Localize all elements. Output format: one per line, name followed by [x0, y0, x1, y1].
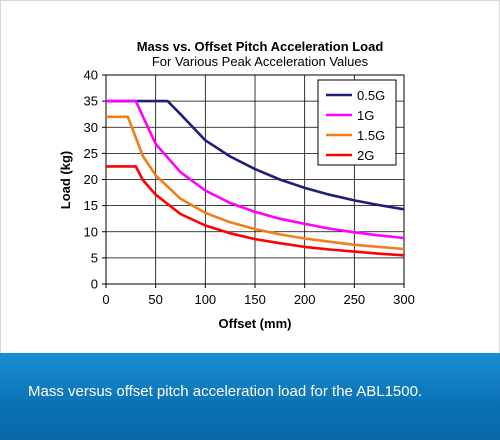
- series-line-1-5g: [106, 115, 405, 251]
- x-tick-label: 200: [294, 292, 316, 307]
- y-tick-label: 30: [84, 120, 98, 135]
- x-tick-label: 100: [194, 292, 216, 307]
- chart-area: Mass vs. Offset Pitch Acceleration Load …: [58, 39, 415, 331]
- legend: 0.5G 1G 1.5G 2G: [317, 79, 397, 166]
- caption-bar: Mass versus offset pitch acceleration lo…: [0, 353, 500, 440]
- legend-label: 0.5G: [357, 88, 385, 103]
- legend-label: 2G: [357, 148, 374, 163]
- series-line-2g: [106, 165, 405, 257]
- y-tick-label: 35: [84, 94, 98, 109]
- x-tick-label: 300: [393, 292, 415, 307]
- y-axis-label: Load (kg): [58, 151, 73, 210]
- y-tick-label: 25: [84, 146, 98, 161]
- y-tick-label: 10: [84, 224, 98, 239]
- y-tick-label: 5: [91, 250, 98, 265]
- caption-text: Mass versus offset pitch acceleration lo…: [28, 383, 423, 400]
- x-tick-label: 0: [102, 292, 109, 307]
- axis-ticks: 0 5 10 15 20 25 30 35 40 0 50 100 150 200 250 300: [84, 68, 415, 308]
- chart-subtitle: For Various Peak Acceleration Values: [152, 54, 369, 69]
- y-tick-label: 20: [84, 172, 98, 187]
- x-tick-label: 150: [244, 292, 266, 307]
- x-tick-label: 50: [148, 292, 162, 307]
- x-tick-label: 250: [343, 292, 365, 307]
- series-line-0-5g: [106, 99, 405, 211]
- y-tick-label: 40: [84, 68, 98, 83]
- legend-label: 1.5G: [357, 128, 385, 143]
- y-tick-label: 0: [91, 277, 98, 292]
- series-line-1g: [106, 99, 405, 240]
- y-tick-label: 15: [84, 198, 98, 213]
- series-lines: [106, 99, 405, 257]
- x-axis-label: Offset (mm): [219, 316, 292, 331]
- chart-title: Mass vs. Offset Pitch Acceleration Load: [137, 39, 384, 54]
- line-chart: Mass vs. Offset Pitch Acceleration Load …: [58, 39, 415, 331]
- legend-label: 1G: [357, 108, 374, 123]
